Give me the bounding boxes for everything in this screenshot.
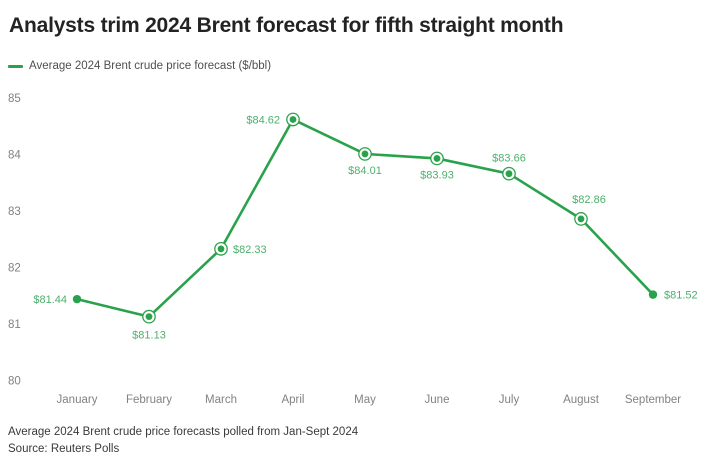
y-axis-tick-label: 83 bbox=[8, 206, 21, 218]
legend: Average 2024 Brent crude price forecast … bbox=[8, 60, 271, 72]
chart-title: Analysts trim 2024 Brent forecast for fi… bbox=[9, 14, 564, 37]
data-point-marker-core bbox=[433, 155, 441, 162]
chart-source: Source: Reuters Polls bbox=[8, 443, 120, 455]
x-axis-tick-label: March bbox=[205, 394, 237, 406]
y-axis-tick-label: 82 bbox=[8, 263, 21, 275]
data-point-marker bbox=[72, 294, 82, 304]
data-point-label: $81.13 bbox=[132, 330, 166, 342]
y-axis-tick-label: 81 bbox=[8, 319, 21, 331]
data-point-marker-core bbox=[289, 116, 297, 123]
x-axis-tick-label: September bbox=[625, 394, 681, 406]
data-point-label: $83.66 bbox=[492, 153, 526, 165]
data-point-label: $84.62 bbox=[246, 114, 280, 126]
data-point-label: $81.44 bbox=[33, 294, 67, 306]
x-axis-tick-label: July bbox=[499, 394, 520, 406]
x-axis-tick-label: January bbox=[57, 394, 98, 406]
data-point-label: $83.93 bbox=[420, 169, 454, 181]
chart-note: Average 2024 Brent crude price forecasts… bbox=[8, 426, 359, 438]
y-axis-tick-label: 84 bbox=[8, 150, 21, 162]
data-point-label: $82.86 bbox=[572, 194, 606, 206]
legend-label: Average 2024 Brent crude price forecast … bbox=[29, 60, 272, 72]
y-axis-tick-label: 85 bbox=[8, 93, 21, 105]
data-point-label: $82.33 bbox=[233, 244, 267, 256]
x-axis-tick-label: April bbox=[281, 394, 304, 406]
data-point-marker-core bbox=[145, 313, 153, 321]
x-axis-tick-label: June bbox=[425, 394, 450, 406]
chart-footer: Average 2024 Brent crude price forecasts… bbox=[8, 424, 358, 458]
data-point-label: $81.52 bbox=[664, 290, 698, 302]
legend-line-swatch bbox=[8, 64, 23, 68]
data-point-marker-core bbox=[577, 215, 585, 223]
data-point-marker-core bbox=[361, 150, 369, 158]
data-point-marker bbox=[648, 290, 658, 299]
x-axis-tick-label: August bbox=[563, 394, 600, 406]
data-point-label: $84.01 bbox=[348, 165, 382, 177]
data-point-marker-core bbox=[505, 170, 513, 178]
y-axis-tick-label: 80 bbox=[8, 376, 21, 388]
data-point-marker-core bbox=[217, 245, 225, 253]
x-axis-tick-label: May bbox=[354, 394, 376, 406]
x-axis-tick-label: February bbox=[126, 394, 172, 406]
